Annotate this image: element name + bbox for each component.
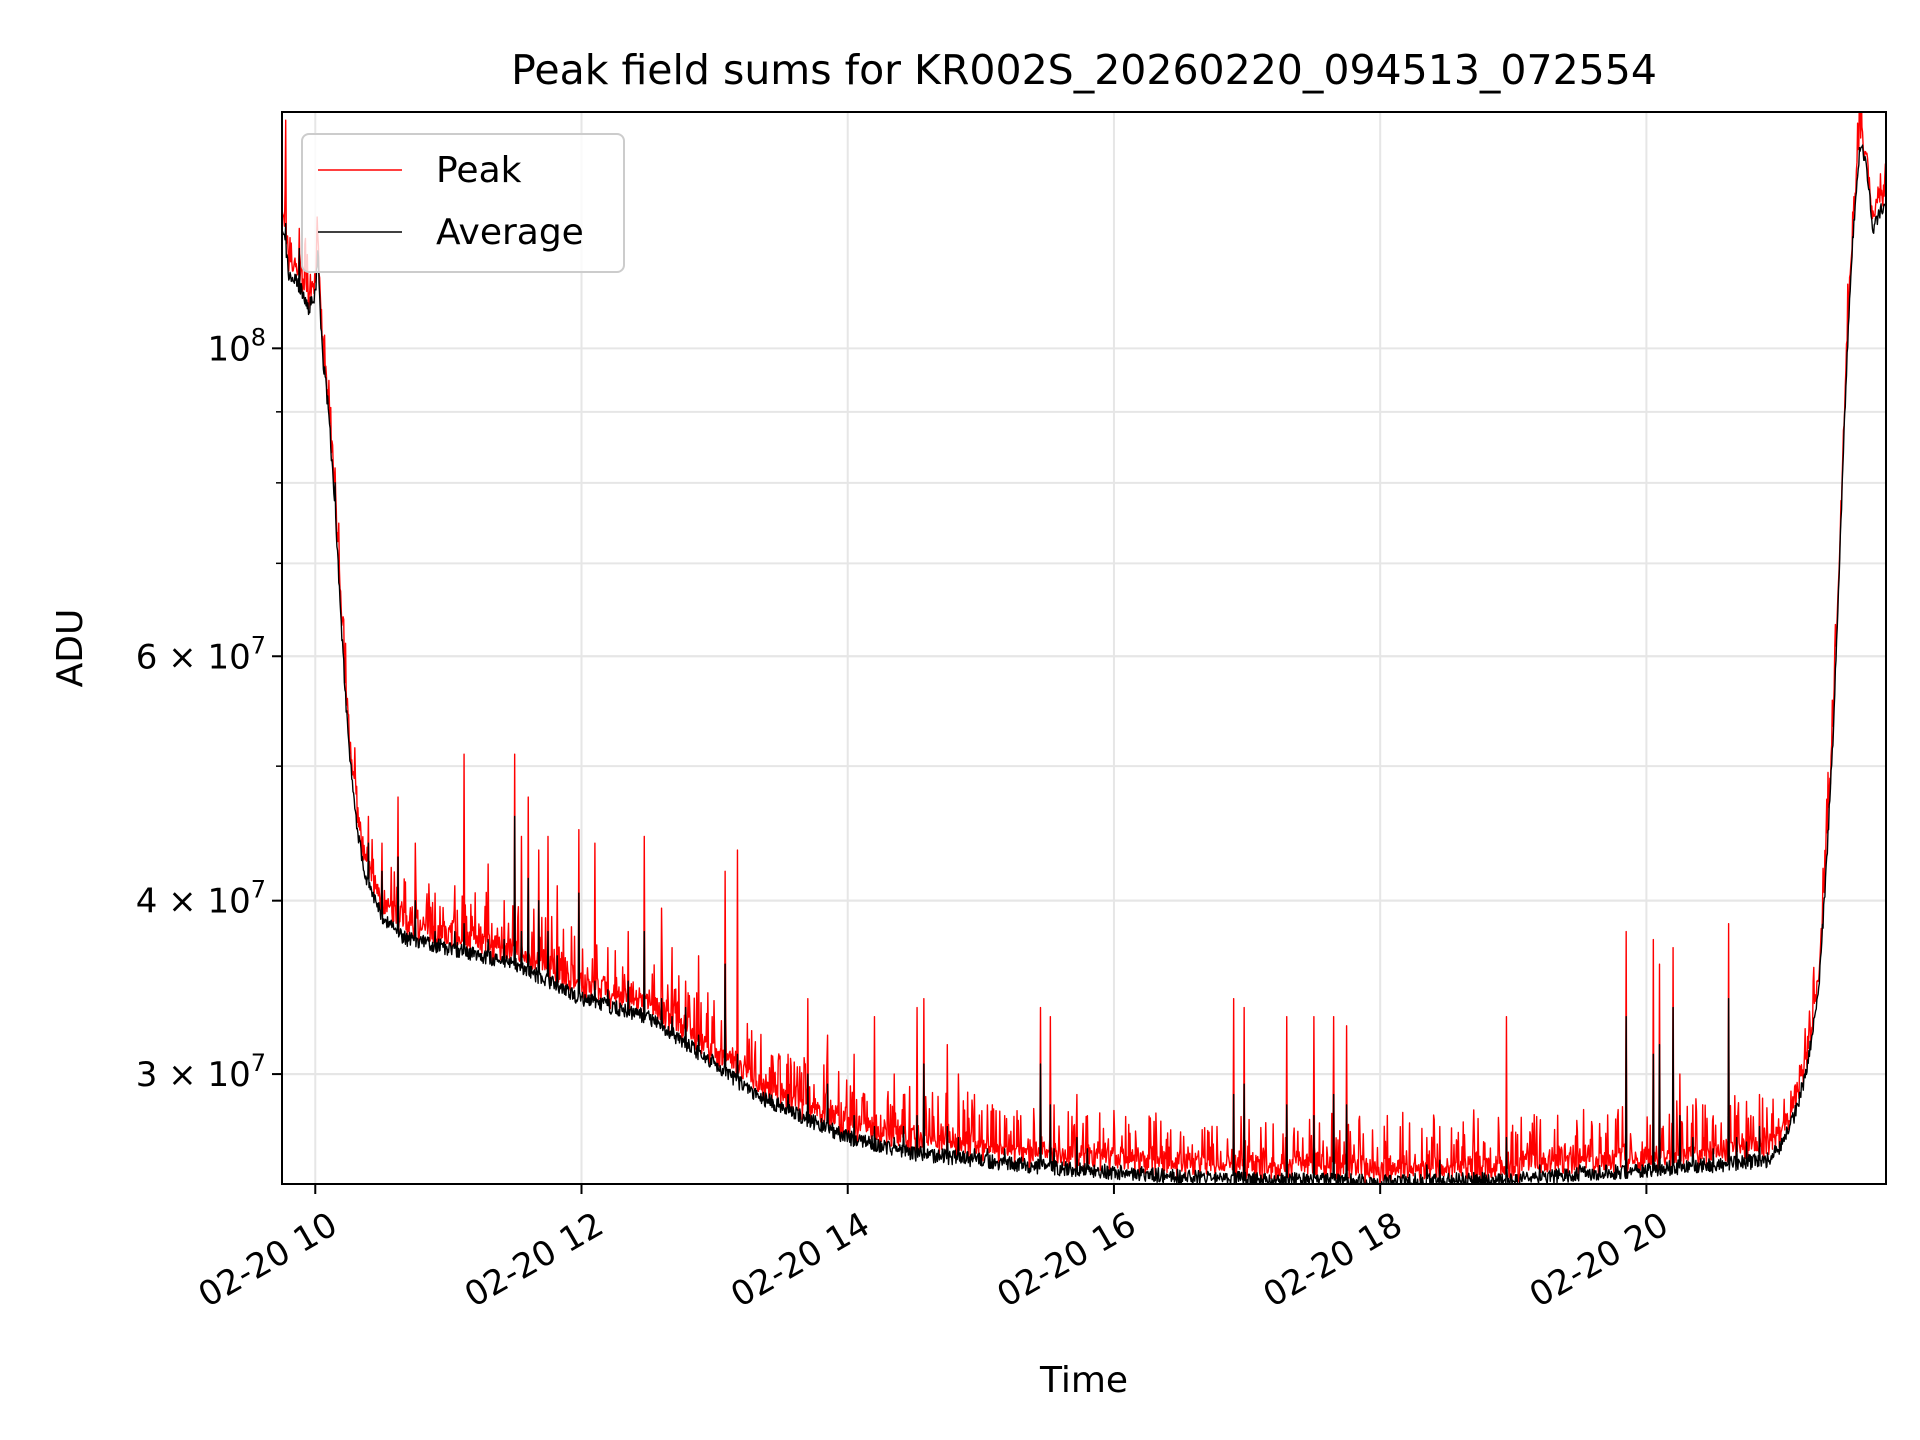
- legend: Peak Average: [301, 133, 625, 273]
- legend-label-peak: Peak: [436, 150, 522, 191]
- legend-box: [301, 133, 625, 273]
- y-tick-mantissa: 4 × 10: [136, 882, 251, 922]
- y-tick-label: 3 × 107: [136, 1049, 266, 1095]
- series-line-average: [282, 144, 1886, 1184]
- y-tick-mantissa: 3 × 10: [136, 1055, 251, 1095]
- y-tick-label: 108: [207, 323, 266, 369]
- y-tick-exponent: 7: [251, 1049, 266, 1077]
- plot-lines: [282, 112, 1886, 1184]
- y-tick-exponent: 8: [251, 323, 266, 351]
- plot-frame: [281, 111, 1887, 1185]
- grid: [282, 112, 1886, 1184]
- y-tick-mantissa: 6 × 10: [136, 637, 251, 677]
- chart-title: Peak field sums for KR002S_20260220_0945…: [511, 46, 1657, 94]
- y-tick-exponent: 7: [251, 631, 266, 659]
- y-tick-label: 4 × 107: [136, 876, 266, 922]
- y-tick-label: 6 × 107: [136, 631, 266, 677]
- y-tick-mantissa: 10: [207, 329, 250, 369]
- y-tick-exponent: 7: [251, 876, 266, 904]
- legend-label-average: Average: [436, 212, 584, 253]
- x-axis-label: Time: [1039, 1360, 1128, 1401]
- y-axis-label: ADU: [50, 609, 91, 688]
